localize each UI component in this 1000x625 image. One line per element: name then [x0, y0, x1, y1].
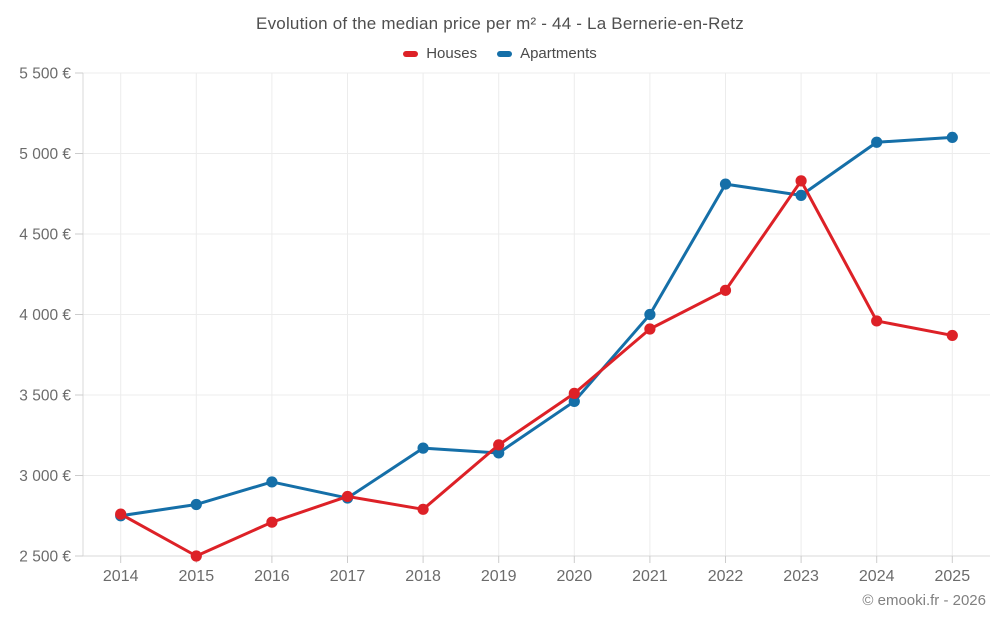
x-tick-label-2020: 2020: [557, 568, 593, 585]
legend-item-apartments[interactable]: Apartments: [497, 45, 597, 62]
houses-point-2014: [115, 508, 127, 520]
x-tick-label-2015: 2015: [179, 568, 215, 585]
x-tick-label-2019: 2019: [481, 568, 517, 585]
houses-point-2022: [719, 284, 732, 296]
houses-point-2025: [946, 329, 958, 342]
apartments-line: [119, 135, 954, 518]
apartments-point-2022: [719, 178, 732, 190]
legend-label-apartments: Apartments: [520, 45, 597, 62]
x-tick-label-2025: 2025: [935, 568, 971, 585]
x-tick-label-2023: 2023: [783, 568, 819, 585]
x-tick-label-2014: 2014: [103, 568, 139, 585]
houses-point-2017: [341, 490, 354, 503]
chart-title: Evolution of the median price per m² - 4…: [256, 14, 744, 33]
legend-swatch-houses: [403, 50, 419, 57]
legend-swatch-apartments: [497, 50, 513, 57]
apartments-point-2016: [266, 476, 278, 488]
y-tick-label-4000: 4 000 €: [19, 307, 71, 324]
chart-legend: Houses Apartments: [0, 45, 1000, 62]
houses-line: [119, 179, 954, 558]
x-tick-label-2021: 2021: [632, 568, 668, 585]
y-tick-label-3500: 3 500 €: [19, 388, 71, 405]
apartments-point-2019: [493, 447, 505, 459]
x-tick-label-2018: 2018: [405, 568, 441, 585]
apartments-point-2015: [190, 498, 202, 511]
apartments-point-2025: [946, 131, 958, 143]
apartments-point-2020: [568, 395, 580, 408]
y-tick-label-2500: 2 500 €: [19, 549, 71, 566]
houses-point-2018: [417, 503, 429, 515]
apartments-point-2018: [417, 442, 429, 454]
houses-point-2024: [871, 315, 883, 327]
legend-item-houses[interactable]: Houses: [403, 45, 477, 62]
houses-point-2019: [493, 439, 505, 451]
houses-point-2020: [568, 387, 580, 399]
x-tick-label-2016: 2016: [254, 568, 290, 585]
houses-point-2016: [266, 516, 278, 528]
apartments-point-2023: [795, 189, 807, 201]
houses-point-2023: [795, 175, 807, 187]
apartments-point-2024: [871, 136, 883, 148]
y-tick-label-4500: 4 500 €: [19, 227, 71, 244]
copyright-footer: © emooki.fr - 2026: [862, 592, 986, 609]
y-tick-label-5500: 5 500 €: [19, 66, 71, 83]
x-tick-label-2024: 2024: [859, 568, 895, 585]
apartments-point-2021: [644, 308, 656, 321]
houses-point-2021: [644, 323, 656, 335]
x-tick-label-2022: 2022: [708, 568, 744, 585]
legend-label-houses: Houses: [426, 45, 478, 62]
y-tick-label-5000: 5 000 €: [19, 146, 71, 163]
y-tick-label-3000: 3 000 €: [19, 468, 71, 485]
houses-point-2015: [190, 550, 202, 562]
x-tick-label-2017: 2017: [330, 568, 366, 585]
